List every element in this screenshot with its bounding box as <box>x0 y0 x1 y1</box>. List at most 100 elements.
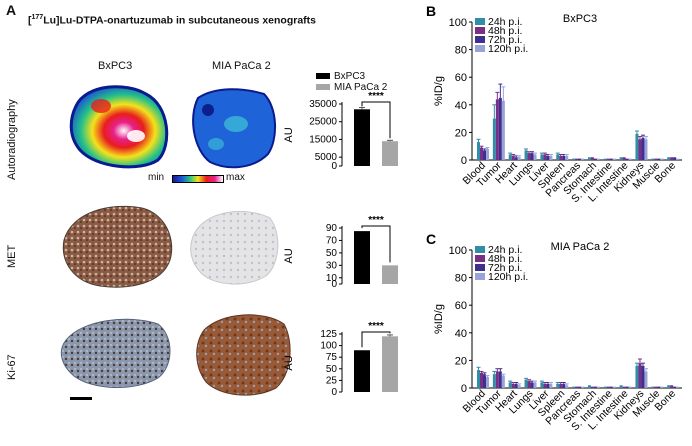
bar-muscle-1 <box>654 158 658 160</box>
y-tick-label: 0 <box>331 161 337 172</box>
significance-label: **** <box>368 321 384 332</box>
bar-stomach-1 <box>590 386 594 388</box>
bar-heart-3 <box>517 385 521 388</box>
legend-label: 48h p.i. <box>488 25 522 37</box>
panel-a-title: [177Lu]Lu-DTPA-onartuzumab in subcutaneo… <box>28 14 316 27</box>
significance-bracket <box>361 101 391 139</box>
bar-l-intestine-1 <box>622 386 626 388</box>
scale-bar <box>70 397 92 400</box>
legend-swatch <box>475 36 485 43</box>
bar-spleen-3 <box>565 155 569 160</box>
bar-kidneys-1 <box>638 139 642 160</box>
bar-spleen-0 <box>556 154 560 160</box>
y-tick-label: 0 <box>331 387 337 398</box>
bar-bone-1 <box>670 157 674 160</box>
y-tick-label: 80 <box>455 273 467 285</box>
bar-heart-0 <box>508 154 512 160</box>
y-tick-label: 100 <box>449 17 467 29</box>
bar-lungs-0 <box>524 379 528 388</box>
bar-muscle-2 <box>657 158 661 160</box>
legend-swatch-mia-paca2 <box>316 84 330 90</box>
bar-tumor-1 <box>495 371 499 388</box>
bar-mia-paca2 <box>382 265 398 284</box>
y-axis-label: AU <box>283 248 295 263</box>
bar-pancreas-1 <box>575 158 579 160</box>
bar-bone-0 <box>667 157 671 160</box>
significance-label: **** <box>368 215 384 226</box>
bar-s-intestine-1 <box>606 386 610 388</box>
chart-title: BxPC3 <box>563 13 597 25</box>
bar-blood-3 <box>486 376 489 388</box>
bar-l-intestine-3 <box>628 386 632 388</box>
y-tick-label: 90 <box>326 223 338 234</box>
legend-label: 120h p.i. <box>488 271 528 283</box>
bar-bxpc3 <box>354 350 370 392</box>
bar-lungs-2 <box>530 153 534 160</box>
bar-liver-2 <box>546 383 550 388</box>
bar-lungs-1 <box>527 153 531 160</box>
row-label-met: MET <box>6 244 18 268</box>
bar-l-intestine-0 <box>619 385 623 388</box>
bar-blood-1 <box>480 147 483 160</box>
bar-pancreas-3 <box>581 158 585 160</box>
y-tick-label: 20 <box>455 355 467 367</box>
bar-kidneys-2 <box>641 137 645 160</box>
panel-c-biodistribution-chart: C MIA PaCa 2020406080100%ID/gBloodTumorHe… <box>426 231 682 433</box>
bar-heart-3 <box>517 157 521 160</box>
bar-stomach-3 <box>596 158 600 160</box>
legend-label-mia-paca2: MIA PaCa 2 <box>334 82 388 93</box>
legend-swatch-bxpc3 <box>316 73 330 79</box>
bar-muscle-3 <box>660 386 664 388</box>
legend-label: 24h p.i. <box>488 16 522 28</box>
panel-b-biodistribution-chart: B BxPC3020406080100%ID/gBloodTumorHeartLu… <box>426 3 682 205</box>
panel-letter: B <box>426 3 436 19</box>
bar-bxpc3 <box>354 231 370 284</box>
bar-s-intestine-2 <box>609 158 613 160</box>
y-axis-label: AU <box>283 355 295 370</box>
title-rest: Lu]Lu-DTPA-onartuzumab in subcutaneous x… <box>43 14 316 27</box>
y-tick-label: 0 <box>331 279 337 290</box>
bar-spleen-2 <box>562 383 566 388</box>
title-isotope-mass: 177 <box>31 14 44 21</box>
significance-bracket <box>361 331 391 348</box>
y-tick-label: 70 <box>326 235 338 246</box>
legend-label: 48h p.i. <box>488 253 522 265</box>
bar-pancreas-2 <box>578 158 582 160</box>
bar-blood-2 <box>483 374 486 388</box>
panel-letter: C <box>426 231 436 247</box>
bar-muscle-3 <box>660 158 664 160</box>
bar-l-intestine-2 <box>625 386 629 388</box>
bar-lungs-3 <box>533 154 537 160</box>
y-tick-label: 25000 <box>309 117 337 128</box>
legend-label: 120h p.i. <box>488 43 528 55</box>
legend-swatch <box>475 18 485 25</box>
legend-swatch <box>475 27 485 34</box>
bar-liver-1 <box>543 383 547 388</box>
legend-swatch <box>475 246 485 253</box>
bar-bone-3 <box>676 386 680 388</box>
bar-liver-3 <box>549 155 553 160</box>
y-tick-label: 5000 <box>315 152 338 163</box>
legend-label: 72h p.i. <box>488 34 522 46</box>
bar-tumor-3 <box>501 375 505 388</box>
bar-liver-0 <box>540 154 544 160</box>
y-tick-label: 100 <box>320 341 337 352</box>
bar-pancreas-0 <box>572 386 576 388</box>
bar-mia-paca2 <box>382 141 398 166</box>
legend-item-bxpc3: BxPC3 <box>316 71 387 82</box>
bar-kidneys-3 <box>644 371 648 388</box>
bar-spleen-3 <box>565 385 569 388</box>
y-axis-label: %ID/g <box>433 76 445 106</box>
colorbar <box>172 175 224 183</box>
bar-pancreas-0 <box>572 158 576 160</box>
legend-swatch <box>475 255 485 262</box>
bar-l-intestine-3 <box>628 158 632 160</box>
bar-bone-3 <box>676 158 680 160</box>
y-tick-label: 35000 <box>309 99 337 110</box>
ki67-ihc-mia-paca2-image <box>196 314 291 396</box>
bar-muscle-0 <box>651 158 655 160</box>
significance-bracket <box>361 225 391 263</box>
y-tick-label: 60 <box>455 300 467 312</box>
